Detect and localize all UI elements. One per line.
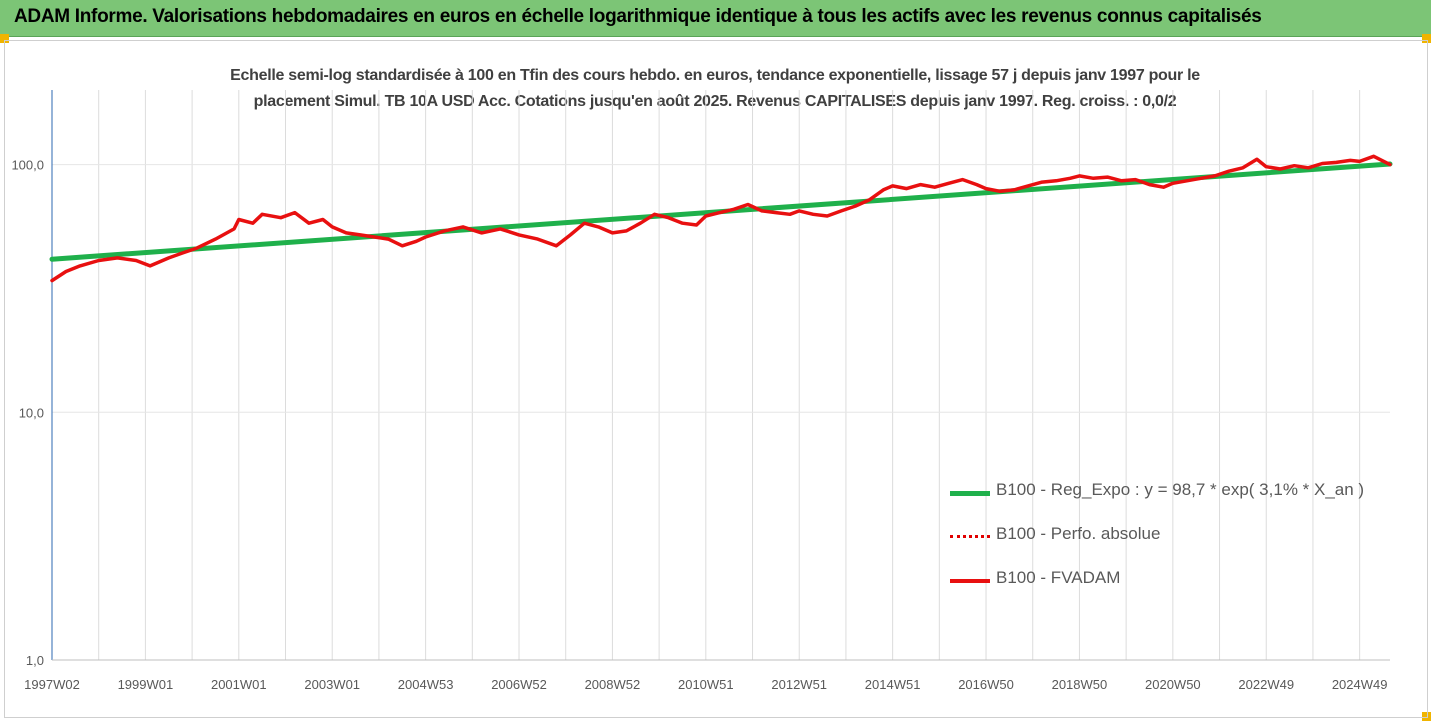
legend-label-fvadam: B100 - FVADAM (996, 568, 1121, 587)
y-tick-label: 10,0 (19, 405, 44, 420)
report-header: ADAM Informe. Valorisations hebdomadaire… (0, 0, 1431, 37)
legend-swatch-regression (950, 491, 990, 496)
x-tick-label: 2014W51 (865, 677, 921, 692)
chart-subtitle: Echelle semi-log standardisée à 100 en T… (150, 63, 1280, 115)
legend-label-regression: B100 - Reg_Expo : y = 98,7 * exp( 3,1% *… (996, 480, 1365, 499)
chart-subtitle-line-2: placement Simul. TB 10A USD Acc. Cotatio… (253, 93, 1177, 110)
corner-marker-right (1422, 34, 1431, 43)
x-tick-label: 1999W01 (118, 677, 174, 692)
chart-subtitle-line-1: Echelle semi-log standardisée à 100 en T… (230, 67, 1200, 84)
corner-marker-bottom-right (1422, 712, 1431, 721)
chart-frame (4, 40, 1428, 718)
x-tick-label: 2020W50 (1145, 677, 1201, 692)
series-fvadam-line (50, 154, 1392, 283)
report-title: ADAM Informe. Valorisations hebdomadaire… (14, 6, 1262, 27)
x-tick-label: 1997W02 (24, 677, 80, 692)
legend-label-perfo: B100 - Perfo. absolue (996, 524, 1161, 543)
x-tick-label: 2006W52 (491, 677, 547, 692)
y-tick-label: 100,0 (11, 158, 44, 173)
corner-marker-left (0, 34, 9, 43)
x-tick-label: 2004W53 (398, 677, 454, 692)
legend-swatch-fvadam (950, 579, 990, 583)
y-tick-label: 1,0 (26, 653, 44, 668)
x-tick-label: 2001W01 (211, 677, 267, 692)
x-tick-label: 2012W51 (771, 677, 827, 692)
x-tick-label: 2016W50 (958, 677, 1014, 692)
legend-swatch-perfo (950, 535, 990, 538)
x-tick-label: 2003W01 (304, 677, 360, 692)
x-tick-label: 2024W49 (1332, 677, 1388, 692)
x-tick-label: 2018W50 (1052, 677, 1108, 692)
x-tick-label: 2008W52 (585, 677, 641, 692)
x-tick-label: 2010W51 (678, 677, 734, 692)
x-tick-label: 2022W49 (1238, 677, 1294, 692)
